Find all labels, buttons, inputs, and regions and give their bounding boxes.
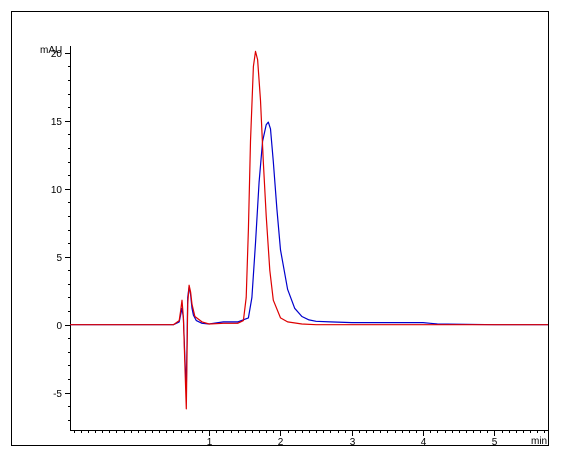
y-tick-label: 20 — [51, 49, 63, 60]
x-tick-label: 2 — [278, 437, 284, 448]
x-axis-unit-label: min — [531, 436, 547, 447]
x-tick-label: 1 — [207, 437, 213, 448]
y-tick-label: 10 — [51, 185, 63, 196]
y-tick-label: 5 — [56, 253, 62, 264]
y-tick-label: 0 — [56, 321, 62, 332]
y-tick-label: 15 — [51, 117, 63, 128]
outer-frame — [11, 11, 549, 446]
x-tick-label: 5 — [492, 437, 498, 448]
y-axis-unit-label: mAU — [40, 45, 62, 56]
series-line-2 — [70, 50, 548, 410]
series-layer — [70, 50, 548, 410]
axes: -5 0 5 10 15 20 1 2 3 4 5 — [51, 46, 548, 448]
x-tick-label: 3 — [350, 437, 356, 448]
x-tick-label: 4 — [421, 437, 427, 448]
y-tick-label: -5 — [53, 389, 62, 400]
